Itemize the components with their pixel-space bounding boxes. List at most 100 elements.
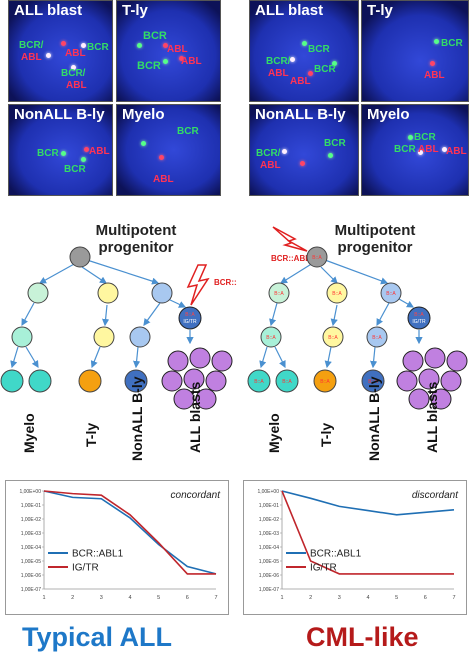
- myelo-progenitor-node: [27, 282, 49, 304]
- y-tick-label: 1,00E-07: [259, 587, 280, 593]
- x-tick-label: 7: [452, 595, 455, 601]
- nucleus-image: [117, 1, 220, 101]
- blast-cell-node: [418, 368, 440, 390]
- progenitor-title: Multipotent: [335, 222, 416, 239]
- tly-intermediate-node: [93, 326, 115, 348]
- red-signal-spot: [179, 56, 184, 61]
- nucleus-image: [362, 105, 468, 195]
- series-line: [43, 490, 216, 575]
- bcr-label: BCR: [137, 60, 161, 72]
- red-signal-spot: [163, 43, 168, 48]
- bcr-label: BCR: [64, 164, 86, 175]
- red-signal-spot: [300, 161, 305, 166]
- node-label: B::A: [266, 335, 276, 341]
- fusion-signal-spot: [418, 150, 423, 155]
- blast-cell-node: [205, 370, 227, 392]
- myelo-mature-node: [28, 369, 52, 393]
- nucleus-image: [9, 1, 112, 101]
- chart-annotation: concordant: [171, 490, 222, 501]
- fish-panel: Myelo BCR ABL: [116, 104, 221, 196]
- y-tick-label: 1,00E-04: [21, 545, 42, 551]
- green-signal-spot: [302, 41, 307, 46]
- abl-label: ABL: [290, 76, 311, 87]
- myelo-mature-node: [275, 369, 299, 393]
- bcr-label: BCR: [143, 30, 167, 42]
- y-tick-label: 1,00E-05: [259, 559, 280, 565]
- bly-progenitor-node: [380, 282, 402, 304]
- y-tick-label: 1,00E-01: [21, 503, 42, 509]
- blast-cell-node: [211, 350, 233, 372]
- node-label: B::A: [185, 312, 195, 318]
- blast-cell-node: [446, 350, 468, 372]
- fish-panel: NonALL B-ly BCR ABL BCR: [8, 104, 113, 196]
- mutation-label: BCR::ABL1: [271, 254, 315, 263]
- y-tick-label: 1,00E-05: [21, 559, 42, 565]
- progenitor-node: [69, 246, 91, 268]
- legend-label: BCR::ABL1: [72, 549, 124, 560]
- category-label-blasts: ALL blasts: [424, 381, 440, 453]
- red-signal-spot: [430, 61, 435, 66]
- progenitor-title: progenitor: [338, 239, 413, 256]
- all-blast-cluster: [396, 347, 468, 410]
- nucleus-image: [117, 105, 220, 195]
- nucleus-image: [362, 1, 468, 101]
- bcr-label: BCR: [308, 44, 330, 55]
- abl-label: ABL: [446, 146, 467, 157]
- abl-label: ABL: [167, 44, 188, 55]
- x-tick-label: 3: [100, 595, 103, 601]
- series-line: [43, 490, 217, 575]
- node-sublabel: IG/TR: [412, 319, 426, 325]
- y-tick-label: 1,00E-07: [21, 587, 42, 593]
- fish-panel: T-ly BCR ABL: [361, 0, 469, 102]
- bcr-label: BCR: [37, 148, 59, 159]
- node-sublabel: IG/TR: [183, 319, 197, 325]
- fusion-signal-spot: [282, 149, 287, 154]
- fish-panel: ALL blast ABL BCR BCR/ BCR/ ABL ABL: [8, 0, 113, 102]
- panel-title: ALL blast: [255, 2, 324, 19]
- fish-panel: ALL blast BCR BCR/ ABL BCR ABL: [249, 0, 359, 102]
- bly-mature-node: [124, 369, 148, 393]
- bly-progenitor-node: [151, 282, 173, 304]
- x-tick-label: 3: [338, 595, 341, 601]
- fusion-signal-spot: [442, 147, 447, 152]
- series-line: [281, 490, 454, 575]
- node-label: B::A: [328, 335, 338, 341]
- bcr-label: BCR/: [266, 56, 291, 67]
- nucleus-image: [250, 105, 358, 195]
- y-tick-label: 1,00E-06: [259, 573, 280, 579]
- myelo-mature-node: [0, 369, 24, 393]
- fusion-signal-spot: [290, 57, 295, 62]
- nucleus-image: [9, 105, 112, 195]
- green-signal-spot: [61, 151, 66, 156]
- node-label: B::A: [274, 291, 284, 297]
- tly-intermediate-node: [322, 326, 344, 348]
- lineage-diagram-cml-like: Multipotent progenitor BCR::ABL1 B::A B:…: [247, 222, 468, 461]
- blast-cell-node: [402, 350, 424, 372]
- fish-panel: Myelo BCR BCR ABL ABL: [361, 104, 469, 196]
- y-tick-label: 1,00E+00: [257, 489, 279, 495]
- node-label: B::A: [254, 379, 264, 385]
- red-signal-spot: [159, 155, 164, 160]
- category-label-tly: T-ly: [318, 423, 334, 447]
- bcr-label: BCR: [87, 42, 109, 53]
- category-label-myelo: Myelo: [266, 413, 282, 453]
- panel-title: Myelo: [122, 106, 165, 123]
- red-signal-spot: [84, 147, 89, 152]
- panel-title: NonALL B-ly: [14, 106, 105, 123]
- legend-label: IG/TR: [310, 563, 337, 574]
- tly-progenitor-node: [326, 282, 348, 304]
- blast-cell-node: [161, 370, 183, 392]
- nucleus-image: [250, 1, 358, 101]
- abl-label: ABL: [260, 160, 281, 171]
- mutation-lightning-icon: [186, 264, 210, 306]
- abl-label: ABL: [89, 146, 110, 157]
- mutated-blast-node: [178, 306, 202, 330]
- node-label: B::A: [368, 379, 378, 385]
- bcr-label: BCR: [394, 144, 416, 155]
- green-signal-spot: [328, 153, 333, 158]
- bcr-label: BCR: [314, 64, 336, 75]
- node-label: B::A: [320, 379, 330, 385]
- myelo-mature-node: [247, 369, 271, 393]
- abl-label: ABL: [66, 80, 87, 91]
- blast-cell-node: [173, 388, 195, 410]
